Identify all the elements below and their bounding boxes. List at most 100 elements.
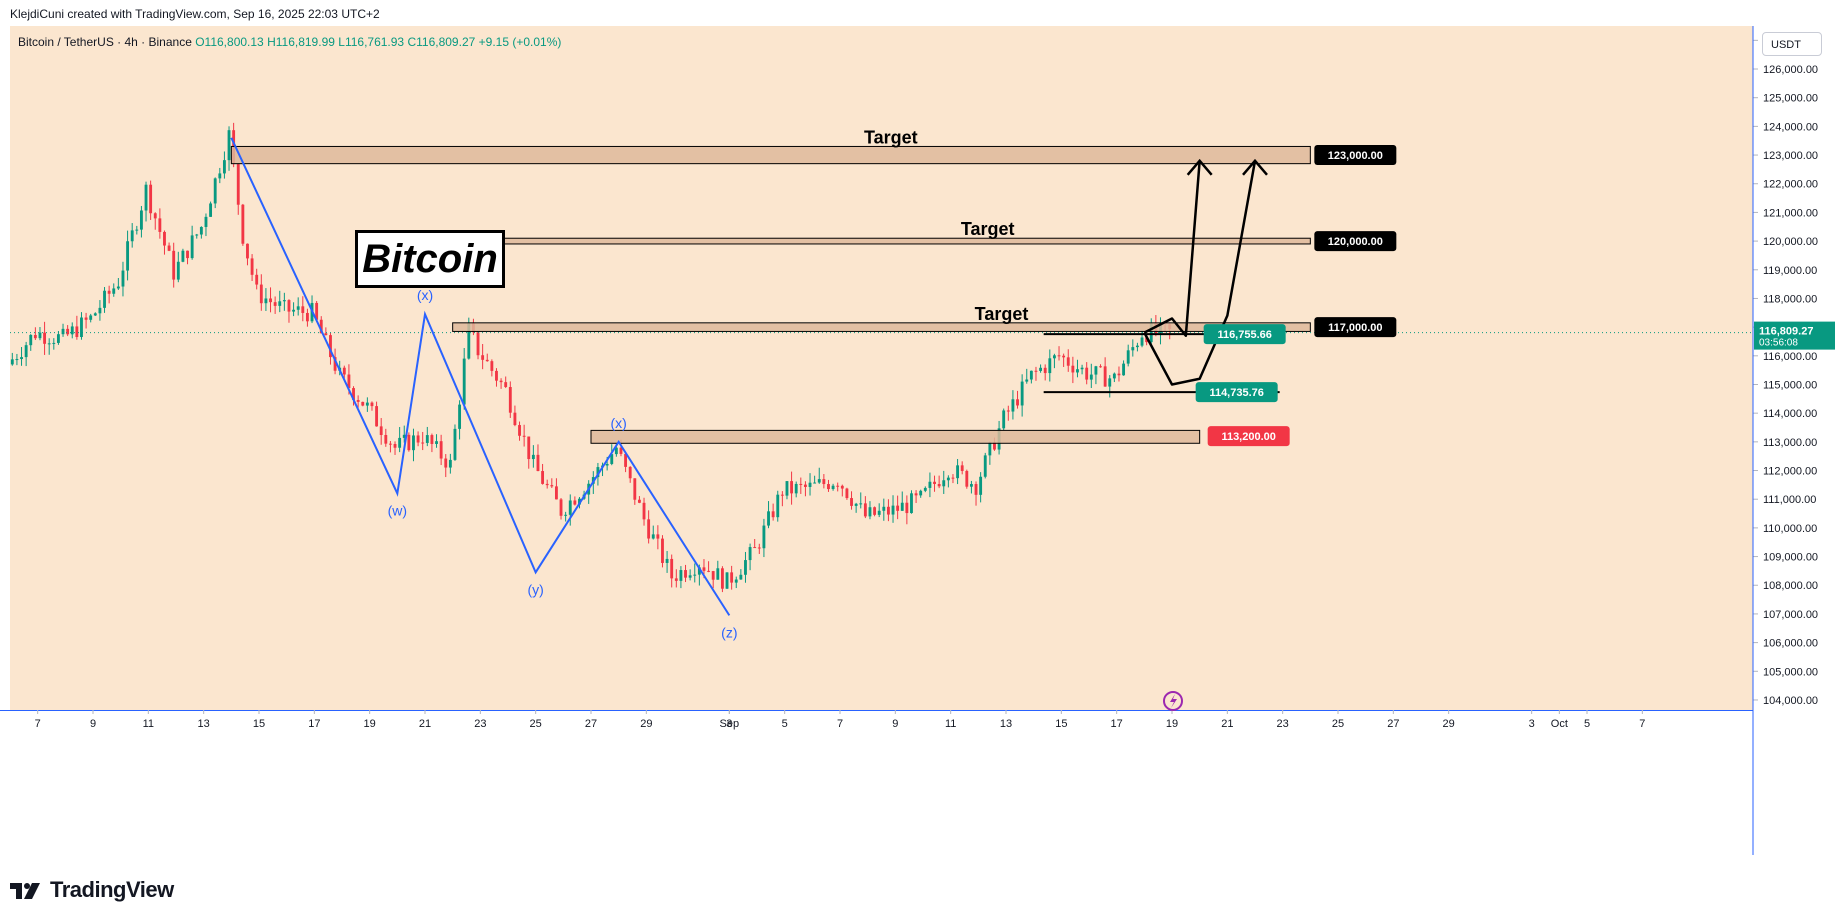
candle-body [319,319,323,334]
candle-body [1140,337,1144,346]
candle-body [458,404,462,429]
candle-body [61,328,65,335]
range-low-tag-bg [1195,382,1278,403]
candle-body [375,406,379,427]
candle-body [762,525,766,549]
y-tick-label: 126,000.00 [1763,64,1818,76]
candle-body [739,574,743,580]
candle-body [139,210,143,230]
candle-body [167,245,171,251]
candle-body [900,502,904,511]
candle-body [158,218,162,232]
candle-body [425,435,429,443]
candle-body [928,481,932,488]
change-value: +9.15 (+0.01%) [478,35,562,49]
y-tick-label: 109,000.00 [1763,552,1818,564]
candle-body [974,484,978,495]
candle-body [255,274,259,285]
candle-body [462,358,466,405]
chart-area[interactable]: 127,000.00126,000.00125,000.00124,000.00… [0,26,1835,855]
candle-body [361,401,365,406]
candle-body [1057,355,1061,357]
x-tick-label: 19 [364,718,376,730]
candle-body [670,558,674,579]
candle-body [817,479,821,483]
x-tick-label: 17 [1111,718,1123,730]
candle-body [933,481,936,485]
support-zone [590,429,1201,444]
candle-body [684,570,687,578]
candle-body [624,453,628,467]
candle-body [716,568,720,580]
candle-body [854,503,858,506]
plot-background [10,26,1753,710]
x-tick-label: 7 [837,718,843,730]
target-label: Target [975,304,1029,324]
candle-body [993,442,996,450]
projection-arrowhead [1242,158,1268,176]
candle-body [527,436,531,460]
candle-body [282,300,286,302]
x-tick-label: 13 [198,718,210,730]
candle-body [448,459,452,468]
candle-body [730,572,734,583]
support-tag: 113,200.00 [1221,431,1275,443]
candle-body [665,558,669,563]
chart-credit: KlejdiCuni created with TradingView.com,… [10,7,380,21]
candle-body [845,488,849,499]
y-tick-label: 112,000.00 [1763,466,1817,478]
currency-selector[interactable]: USDT [1762,32,1822,56]
candle-body [80,317,83,338]
candle-body [199,226,203,235]
tradingview-logo[interactable]: TradingView [10,877,174,903]
y-tick-label: 115,000.00 [1763,379,1817,391]
candle-body [822,479,826,485]
wave-label: (w) [388,502,407,518]
candle-body [891,505,895,515]
x-tick-label: 23 [1277,718,1289,730]
candle-body [504,382,508,387]
candle-body [365,402,369,406]
candle-body [1108,378,1112,387]
candle-body [264,298,268,304]
candle-body [121,270,125,287]
y-tick-label: 110,000.00 [1763,523,1817,535]
candle-body [301,306,305,313]
candle-body [1149,323,1153,343]
x-tick-label: 11 [945,718,956,730]
candle-body [495,370,498,381]
target-zone [424,237,1311,245]
top-bar: KlejdiCuni created with TradingView.com,… [0,0,1835,26]
current-price-tag-bg [1754,321,1835,350]
x-tick-label: 21 [419,718,431,730]
candle-body [241,204,245,244]
candle-body [813,482,817,484]
candle-body [292,309,296,312]
candle-body [435,441,438,444]
candle-body [868,507,872,517]
x-tick-label: 29 [640,718,652,730]
symbol-legend: Bitcoin / TetherUS · 4h · Binance O116,8… [18,35,561,49]
candle-body [1043,367,1047,374]
candle-body [840,485,844,489]
candle-body [559,499,563,516]
candle-body [882,506,886,511]
candle-body [910,493,913,514]
candle-body [610,454,614,464]
candle-body [490,361,494,371]
y-tick-label: 120,000.00 [1763,236,1818,248]
candle-body [850,498,853,506]
open-value: O116,800.13 [195,35,264,49]
candle-body [1034,370,1038,372]
price-chart[interactable]: 127,000.00126,000.00125,000.00124,000.00… [0,26,1835,855]
candle-body [1071,365,1075,373]
candle-body [1002,410,1006,429]
y-tick-label: 108,000.00 [1763,580,1818,592]
x-tick-label: 7 [35,718,41,730]
candle-body [637,499,641,503]
candle-body [103,290,106,308]
candle-body [707,570,711,572]
candle-body [605,463,609,466]
candle-body [886,506,890,515]
candle-body [269,298,272,303]
